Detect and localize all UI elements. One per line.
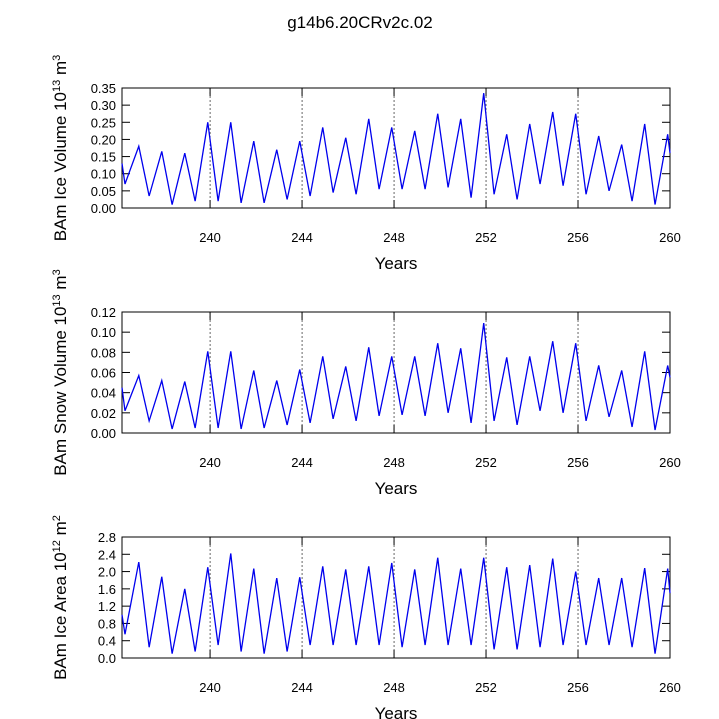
y-tick-label: 0.4 (98, 634, 116, 649)
y-tick-label: 0.08 (91, 345, 116, 360)
y-axis-label: BAm Ice Area 1012 m2 (51, 515, 70, 680)
y-axis-label-part: m (51, 61, 70, 80)
x-tick-label: 252 (475, 230, 497, 245)
x-tick-label: 248 (383, 455, 405, 470)
panel: 240 244 248 252 256 260 0.00 0.05 0.10 0.15 0.20 0.… (51, 55, 681, 273)
x-tick-label: 244 (291, 230, 313, 245)
panel: 240 244 248 252 256 260 0.00 0.02 0.04 0.06 0.08 0.… (51, 269, 681, 498)
x-tick-label: 260 (659, 455, 681, 470)
x-axis-label: Years (375, 704, 418, 719)
y-axis-label-part: 13 (51, 294, 63, 306)
x-tick-label: 248 (383, 230, 405, 245)
x-axis-label: Years (375, 254, 418, 273)
y-tick-label: 0.35 (91, 81, 116, 96)
y-axis-label-part: BAm Ice Volume 10 (51, 92, 70, 241)
y-axis-label-part: 3 (51, 269, 63, 275)
x-tick-label: 240 (199, 455, 221, 470)
data-line (121, 553, 671, 654)
x-tick-label: 240 (199, 680, 221, 695)
plot-frame (121, 536, 671, 659)
y-tick-label: 2.8 (98, 530, 116, 545)
x-axis-label: Years (375, 479, 418, 498)
figure-title: g14b6.20CRv2c.02 (287, 13, 433, 32)
data-line (121, 93, 671, 205)
x-tick-label: 248 (383, 680, 405, 695)
y-tick-label: 0.25 (91, 115, 116, 130)
x-tick-label: 244 (291, 680, 313, 695)
y-tick-label: 0.20 (91, 132, 116, 147)
y-tick-label: 0.15 (91, 150, 116, 165)
y-tick-label: 0.10 (91, 325, 116, 340)
y-tick-label: 0.12 (91, 305, 116, 320)
x-tick-label: 252 (475, 455, 497, 470)
y-axis-label-part: m (51, 521, 70, 540)
x-tick-label: 244 (291, 455, 313, 470)
data-line (121, 323, 671, 431)
y-tick-label: 1.2 (98, 599, 116, 614)
x-tick-label: 256 (567, 680, 589, 695)
x-tick-label: 260 (659, 230, 681, 245)
y-tick-label: 0.00 (91, 426, 116, 441)
y-axis-label: BAm Snow Volume 1013 m3 (51, 269, 70, 475)
y-tick-label: 0.0 (98, 651, 116, 666)
y-tick-label: 0.8 (98, 616, 116, 631)
panel: 240 244 248 252 256 260 0.0 0.4 0.8 1.2 1.6 2.0 2.4 2… (51, 515, 681, 719)
y-tick-label: 1.6 (98, 582, 116, 597)
y-tick-label: 0.05 (91, 184, 116, 199)
y-axis-label-part: 3 (51, 55, 63, 61)
x-tick-label: 256 (567, 230, 589, 245)
y-tick-label: 2.4 (98, 547, 116, 562)
y-axis-label-part: 12 (51, 540, 63, 552)
plot-frame (121, 311, 671, 434)
y-tick-label: 0.02 (91, 406, 116, 421)
x-tick-label: 256 (567, 455, 589, 470)
y-axis-label-part: 13 (51, 80, 63, 92)
y-tick-label: 0.00 (91, 201, 116, 216)
y-tick-label: 0.30 (91, 98, 116, 113)
x-tick-label: 240 (199, 230, 221, 245)
y-axis-label-part: BAm Ice Area 10 (51, 552, 70, 680)
y-tick-label: 0.10 (91, 167, 116, 182)
x-tick-label: 252 (475, 680, 497, 695)
y-axis-label: BAm Ice Volume 1013 m3 (51, 55, 70, 242)
y-tick-label: 0.04 (91, 386, 116, 401)
y-tick-label: 0.06 (91, 366, 116, 381)
x-tick-label: 260 (659, 680, 681, 695)
y-tick-label: 2.0 (98, 565, 116, 580)
y-axis-label-part: BAm Snow Volume 10 (51, 307, 70, 476)
y-axis-label-part: m (51, 275, 70, 294)
y-axis-label-part: 2 (51, 515, 63, 521)
